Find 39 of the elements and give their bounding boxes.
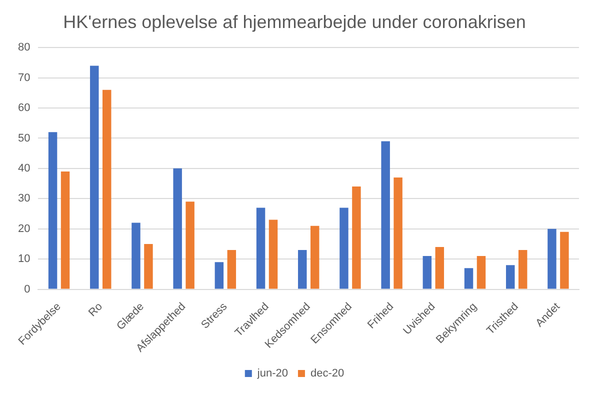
bar <box>476 256 486 289</box>
bar <box>60 171 70 289</box>
bar <box>381 141 390 289</box>
bar <box>227 250 236 289</box>
bar <box>435 246 444 289</box>
bar <box>256 208 266 289</box>
bar <box>298 250 307 289</box>
bar <box>394 177 402 289</box>
bar <box>186 202 194 289</box>
y-tick-label: 20 <box>18 222 30 235</box>
y-tick-label: 30 <box>18 192 30 205</box>
y-tick-label: 10 <box>18 253 30 266</box>
bar <box>144 244 153 289</box>
y-tick-label: 40 <box>18 162 30 174</box>
y-tick-label: 0 <box>24 283 30 296</box>
y-tick-label: 80 <box>18 42 30 54</box>
legend-label: jun-20 <box>256 368 288 380</box>
bar <box>340 208 348 289</box>
bar <box>268 220 278 289</box>
bar <box>214 262 224 289</box>
bar <box>506 265 515 289</box>
bar <box>173 168 182 289</box>
chart-title: HK'ernes oplevelse af hjemmearbejde under coronakrisen <box>63 12 526 32</box>
y-tick-label: 50 <box>18 132 30 144</box>
bar <box>464 268 474 289</box>
y-tick-label: 70 <box>18 72 30 84</box>
bar <box>102 90 112 289</box>
bar <box>422 256 432 289</box>
bar <box>352 186 361 289</box>
x-tick-label: Ro <box>86 300 105 320</box>
bar <box>548 228 556 289</box>
bar <box>90 66 99 289</box>
bar <box>310 226 320 289</box>
legend-label: dec-20 <box>310 368 344 380</box>
bar <box>560 232 569 289</box>
y-tick-label: 60 <box>18 102 30 114</box>
bar <box>132 222 140 289</box>
bar <box>48 132 58 289</box>
bar <box>518 250 528 289</box>
